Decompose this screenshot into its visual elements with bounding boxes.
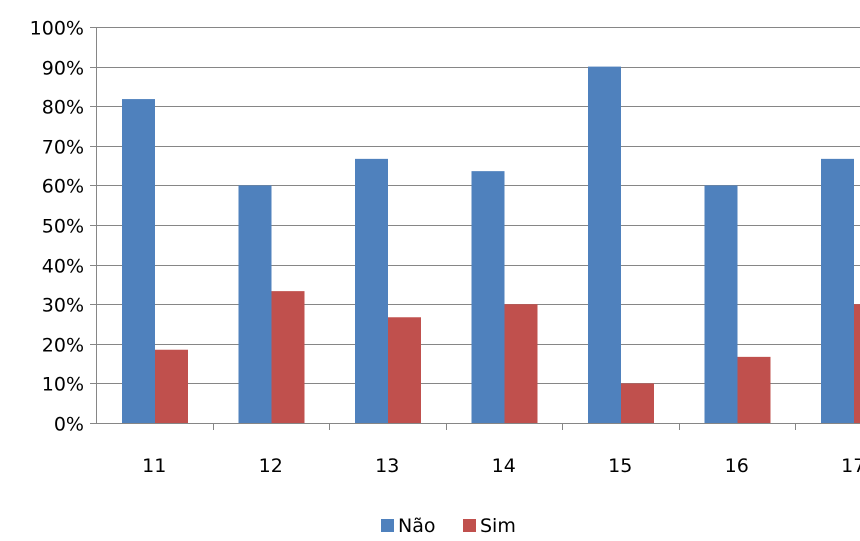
y-tick-label: 50% (42, 216, 84, 238)
bar-não-17 (821, 158, 854, 424)
bar-sim-14 (504, 304, 538, 423)
x-tick-label: 15 (608, 455, 632, 477)
y-tick-label: 20% (42, 335, 84, 357)
y-tick-label: 70% (42, 137, 84, 159)
y-tick-label: 100% (30, 18, 84, 40)
x-tick-label: 14 (492, 455, 516, 477)
bar-não-12 (238, 185, 272, 423)
bar-sim-13 (388, 317, 421, 423)
bar-não-16 (704, 185, 738, 423)
bar-sim-12 (271, 291, 305, 423)
axes: 0% 10% 20% 30% 40% 50% 60% 70% 80% 90% 100% 11 12 13 1… (30, 18, 860, 477)
bar-sim-11 (155, 349, 188, 423)
bar-sim-16 (737, 356, 771, 423)
y-tick-label: 40% (42, 256, 84, 278)
legend: Não Sim (381, 515, 516, 537)
y-tick-label: 10% (42, 374, 84, 396)
x-tick-label: 11 (142, 455, 166, 477)
x-tick-label: 17 (841, 455, 860, 477)
y-tick-label: 80% (42, 97, 84, 119)
y-tick-label: 30% (42, 295, 84, 317)
legend-swatch-não (381, 519, 394, 532)
x-tick-label: 13 (375, 455, 399, 477)
y-tick-label: 60% (42, 176, 84, 198)
bar-sim-15 (621, 383, 654, 423)
y-tick-label: 0% (54, 414, 84, 436)
x-tick-label: 16 (725, 455, 749, 477)
bars (122, 66, 860, 424)
legend-swatch-sim (463, 519, 476, 532)
y-tick-label: 90% (42, 58, 84, 80)
bar-sim-17 (854, 304, 860, 423)
bar-não-14 (471, 171, 505, 423)
legend-label-sim: Sim (480, 515, 516, 537)
legend-label-não: Não (398, 515, 435, 537)
bar-não-13 (355, 158, 388, 424)
bar-não-15 (588, 66, 621, 423)
x-tick-label: 12 (259, 455, 283, 477)
bar-não-11 (122, 99, 155, 424)
